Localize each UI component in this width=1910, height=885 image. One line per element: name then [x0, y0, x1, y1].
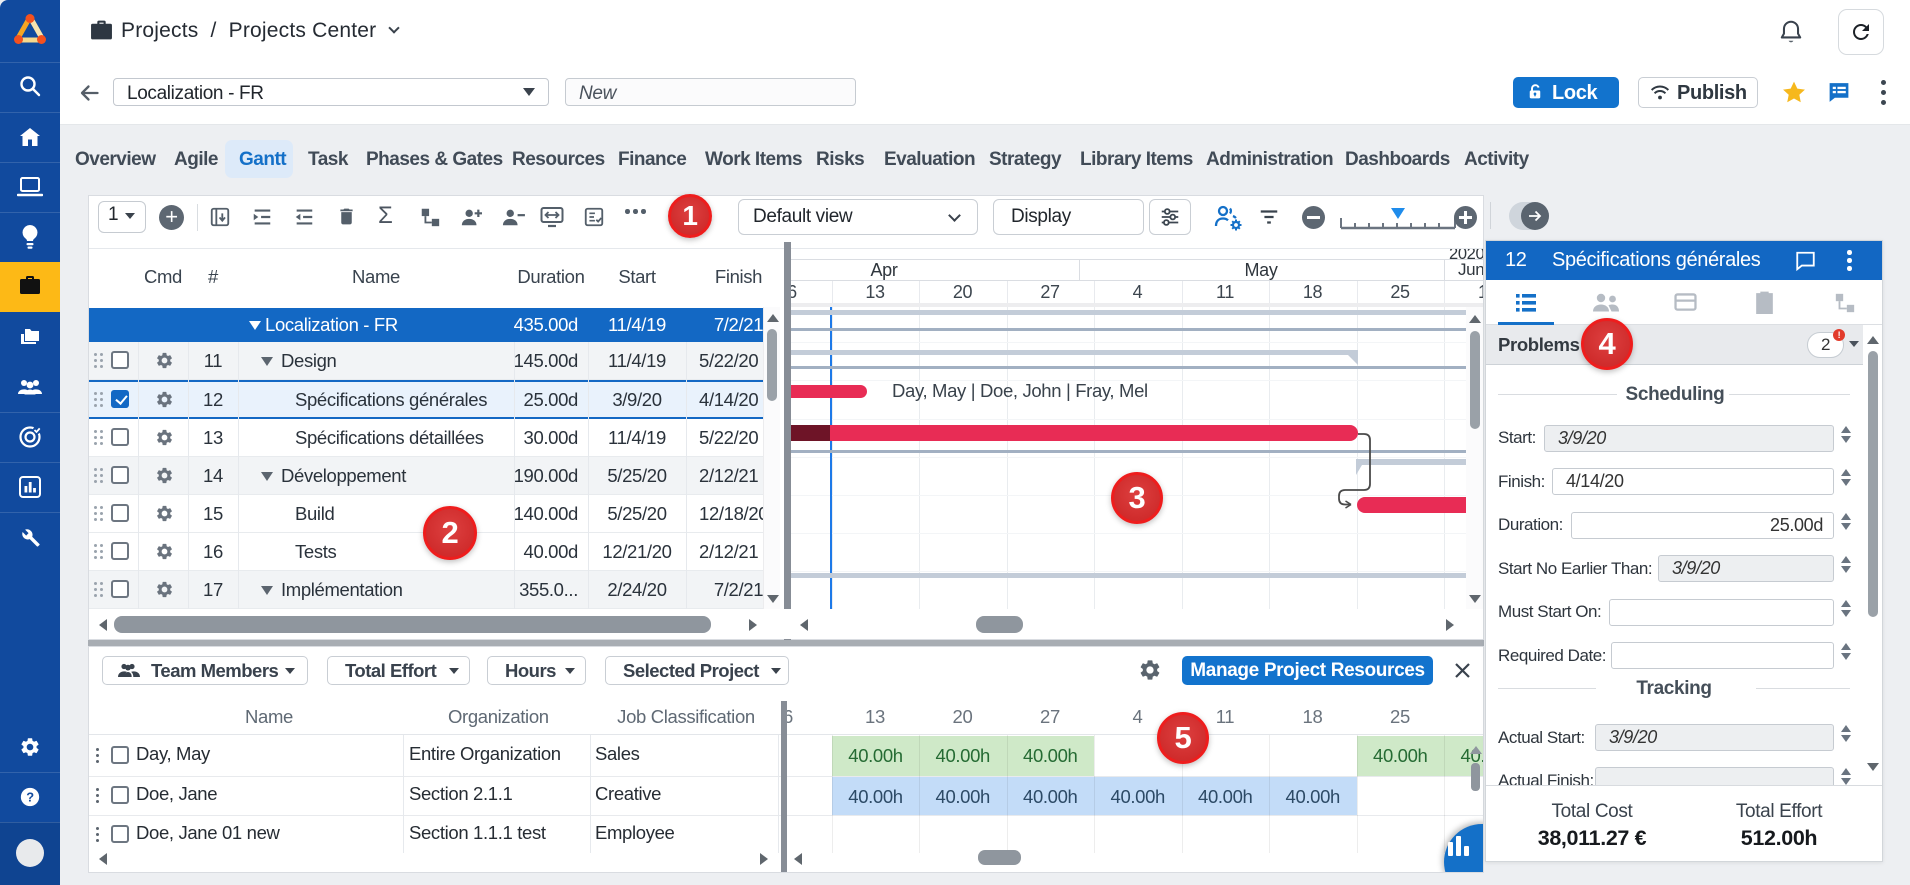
svg-text:?: ? — [26, 790, 34, 805]
